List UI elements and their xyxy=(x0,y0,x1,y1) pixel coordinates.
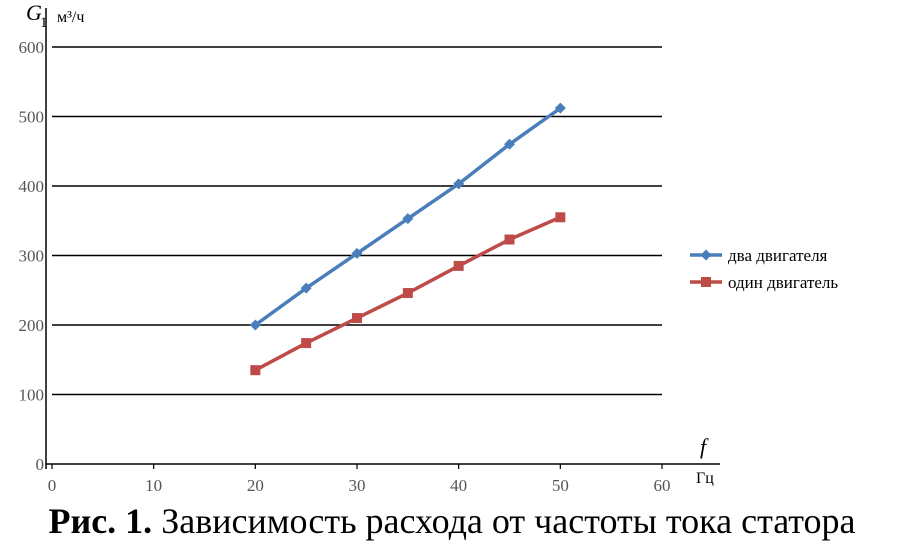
y-tick-label: 400 xyxy=(19,177,45,196)
axis-labels: G 1 м³/ч f Гц xyxy=(26,0,714,487)
legend: два двигателя один двигатель xyxy=(690,246,838,292)
series-2-point xyxy=(504,234,515,245)
x-tick-label: 50 xyxy=(552,476,569,495)
series-1-point xyxy=(351,247,363,259)
legend-marker xyxy=(700,249,712,261)
y-axis-subscript: 1 xyxy=(40,15,48,31)
grid-lines xyxy=(52,46,662,396)
y-axis-symbol: G xyxy=(26,0,42,25)
series-1 xyxy=(249,102,566,331)
series-2-point xyxy=(352,313,362,324)
series-2-point xyxy=(453,260,464,271)
x-tick-label: 20 xyxy=(247,476,264,495)
caption-label: Рис. 1. xyxy=(48,501,153,541)
y-axis-unit: м³/ч xyxy=(57,9,84,26)
legend-label: один двигатель xyxy=(728,273,838,292)
y-tick-labels: 0 100 200 300 400 500 600 xyxy=(19,38,45,474)
y-tick-label: 600 xyxy=(19,38,45,57)
series-1-point xyxy=(402,213,414,225)
caption-text: Зависимость расхода от частоты тока стат… xyxy=(152,501,856,541)
series-2 xyxy=(250,212,566,376)
chart: 0 100 200 300 400 500 600 0 10 20 30 40 50 60 G 1 м³… xyxy=(19,0,839,495)
series-1-point xyxy=(504,138,515,150)
series-1-point xyxy=(453,178,465,190)
series-2-point xyxy=(555,212,566,223)
x-tick-label: 30 xyxy=(349,476,366,495)
x-tick-label: 0 xyxy=(48,476,57,495)
legend-label: два двигателя xyxy=(728,246,828,265)
x-tick-label: 60 xyxy=(654,476,671,495)
series-2-point xyxy=(402,288,413,299)
x-tick-labels: 0 10 20 30 40 50 60 xyxy=(48,476,671,495)
series-group xyxy=(249,102,566,376)
y-tick-label: 500 xyxy=(19,108,45,127)
x-tick-label: 10 xyxy=(145,476,162,495)
legend-entry-2: один двигатель xyxy=(690,273,838,292)
figure-caption: Рис. 1. Зависимость расхода от частоты т… xyxy=(0,500,904,542)
x-axis-symbol: f xyxy=(700,434,709,459)
legend-entry-1: два двигателя xyxy=(690,246,828,265)
series-1-point xyxy=(300,282,312,294)
axes xyxy=(45,8,720,469)
y-tick-label: 300 xyxy=(19,247,45,266)
y-tick-label: 100 xyxy=(19,386,45,405)
series-2-point xyxy=(301,338,312,349)
legend-marker xyxy=(701,277,711,287)
y-tick-label: 0 xyxy=(36,455,45,474)
y-tick-label: 200 xyxy=(19,316,45,335)
x-axis-unit: Гц xyxy=(696,470,714,487)
x-tick-label: 40 xyxy=(450,476,467,495)
series-2-point xyxy=(250,365,261,376)
series-1-point xyxy=(554,102,566,114)
series-1-point xyxy=(249,319,261,331)
